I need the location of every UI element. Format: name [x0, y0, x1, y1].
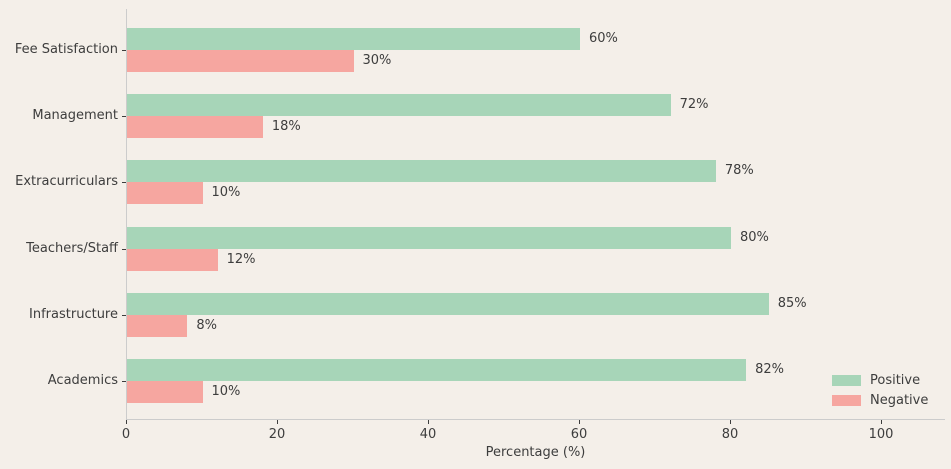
y-axis-tickmark [122, 182, 126, 184]
bar-value-label: 78% [724, 163, 754, 179]
x-axis-tickmark [277, 420, 278, 424]
x-axis-tick-label: 20 [268, 427, 286, 442]
bar-negative [127, 381, 203, 403]
bar-negative [127, 182, 203, 205]
bar-positive [127, 28, 580, 50]
bar-value-label: 82% [755, 362, 784, 377]
bar-value-label: 80% [740, 229, 769, 245]
x-axis-tickmark [881, 420, 882, 424]
bar-negative [127, 248, 218, 271]
y-axis-category-label: Infrastructure [29, 306, 118, 322]
legend-swatch-positive [832, 374, 861, 386]
x-axis-tickmark [428, 420, 429, 424]
y-axis-category-label: Teachers/Staff [26, 240, 118, 256]
bar-value-label: 10% [211, 384, 241, 399]
x-axis-tick-label: 60 [570, 427, 588, 442]
bar-positive [127, 226, 731, 249]
y-axis-spine [126, 9, 127, 419]
x-axis-tick-label: 100 [868, 427, 894, 442]
bar-value-label: 30% [362, 53, 392, 68]
bar-positive [127, 359, 747, 381]
legend-item: Negative [832, 390, 928, 410]
y-axis-tickmark [122, 248, 126, 250]
legend-label: Positive [870, 372, 921, 388]
bar-negative [127, 116, 263, 139]
bar-positive [127, 292, 769, 315]
y-axis-tickmark [122, 314, 126, 316]
x-axis-tick-label: 0 [121, 427, 131, 442]
x-axis-tick-label: 40 [419, 427, 437, 442]
y-axis-category-label: Academics [47, 373, 118, 388]
y-axis-category-label: Extracurriculars [15, 174, 118, 190]
y-axis-tickmark [122, 116, 126, 118]
bar-value-label: 85% [777, 295, 807, 311]
x-axis-tick-label: 80 [721, 427, 739, 442]
bar-value-label: 72% [679, 97, 709, 113]
bar-negative [127, 314, 188, 337]
bar-positive [127, 94, 671, 117]
bar-value-label: 18% [271, 119, 301, 135]
x-axis-line [126, 419, 945, 420]
bar-negative [127, 50, 354, 72]
y-axis-category-label: Management [32, 108, 118, 124]
chart-legend: Positive Negative [832, 370, 928, 410]
y-axis-category-label: Fee Satisfaction [14, 42, 118, 57]
bar-value-label: 8% [196, 317, 218, 333]
x-axis-tickmark [126, 420, 127, 424]
y-axis-tickmark [122, 50, 126, 51]
x-axis-title: Percentage (%) [485, 445, 586, 460]
x-axis-tickmark [730, 420, 731, 424]
legend-swatch-negative [832, 394, 861, 406]
legend-item: Positive [832, 370, 928, 390]
bar-value-label: 10% [211, 185, 241, 201]
bar-value-label: 12% [226, 251, 256, 267]
legend-label: Negative [870, 392, 929, 408]
x-axis-tickmark [579, 420, 580, 424]
bar-value-label: 60% [589, 31, 618, 46]
y-axis-tickmark [122, 381, 126, 382]
bar-positive [127, 160, 716, 183]
